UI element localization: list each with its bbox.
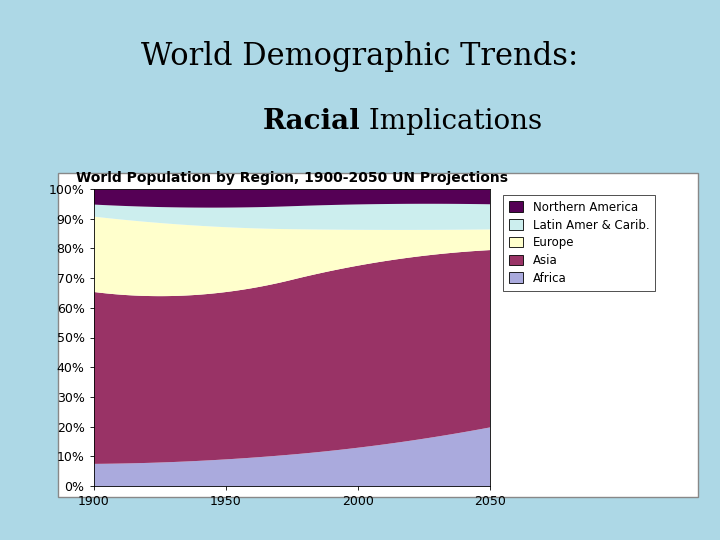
Title: World Population by Region, 1900-2050 UN Projections: World Population by Region, 1900-2050 UN… bbox=[76, 171, 508, 185]
Text: Implications: Implications bbox=[360, 108, 542, 135]
Text: World Demographic Trends:: World Demographic Trends: bbox=[141, 41, 579, 72]
Text: Racial: Racial bbox=[262, 108, 360, 135]
Legend: Northern America, Latin Amer & Carib., Europe, Asia, Africa: Northern America, Latin Amer & Carib., E… bbox=[503, 195, 655, 291]
